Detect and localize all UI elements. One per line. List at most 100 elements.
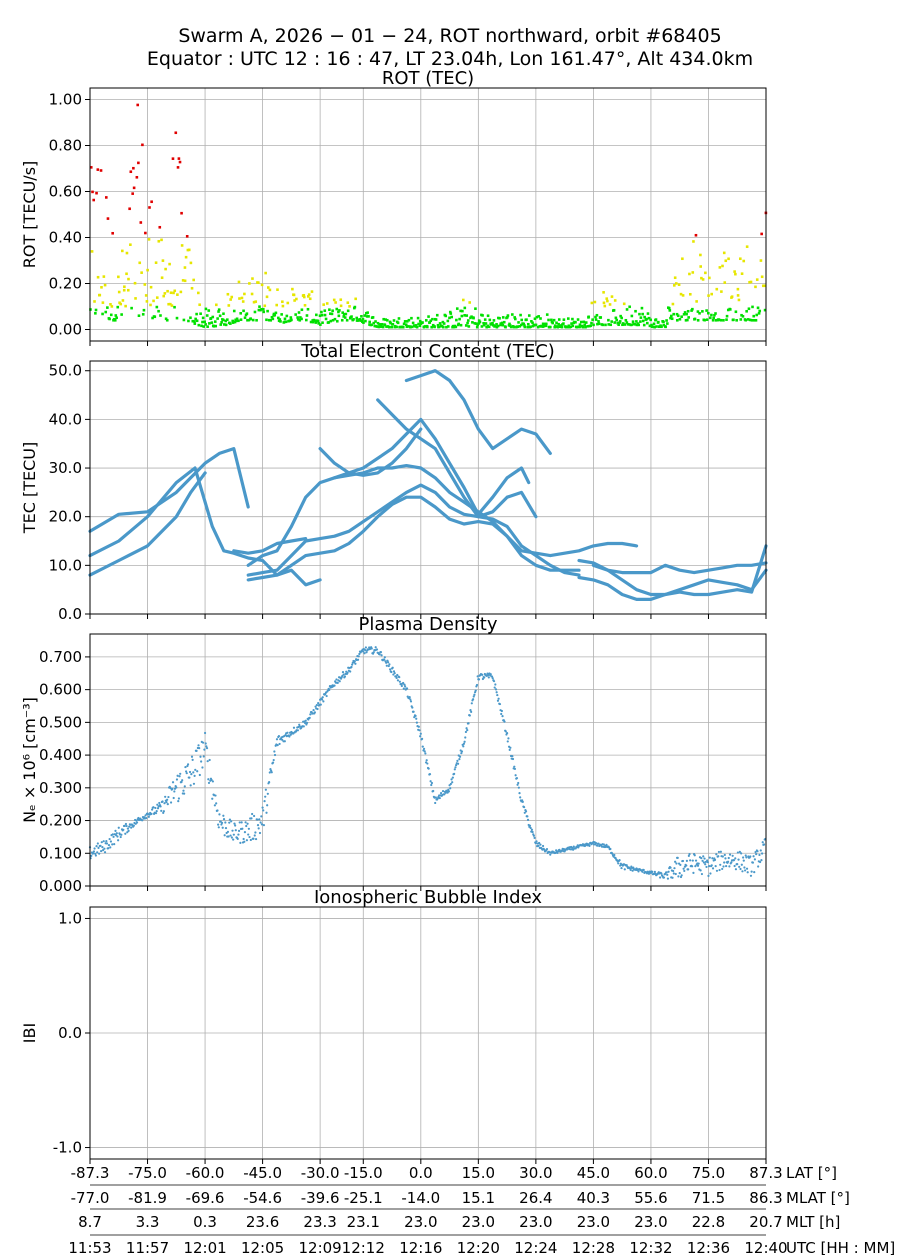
rot-point bbox=[221, 318, 225, 322]
rot-point bbox=[613, 321, 616, 324]
rot-point bbox=[448, 310, 452, 314]
rot-point bbox=[100, 286, 103, 289]
rot-point bbox=[396, 321, 400, 325]
density-point bbox=[429, 780, 432, 783]
rot-point bbox=[627, 323, 631, 326]
density-point bbox=[374, 646, 377, 649]
rot-point bbox=[727, 257, 730, 261]
rot-point bbox=[527, 314, 531, 317]
rot-point bbox=[593, 300, 597, 304]
rot-point bbox=[650, 323, 653, 327]
rot-point bbox=[231, 321, 235, 324]
rot-point bbox=[161, 259, 165, 262]
rot-point bbox=[701, 278, 705, 281]
rot-point bbox=[298, 318, 302, 322]
rot-point bbox=[578, 323, 582, 327]
density-point bbox=[742, 859, 745, 862]
density-point bbox=[156, 803, 159, 806]
rot-point bbox=[506, 314, 510, 317]
density-point bbox=[722, 865, 725, 868]
density-point bbox=[545, 847, 549, 851]
rot-point bbox=[482, 321, 485, 325]
rot-point bbox=[508, 322, 511, 326]
rot-point bbox=[232, 309, 236, 313]
rot-point bbox=[576, 318, 580, 321]
rot-point bbox=[202, 325, 205, 328]
rot-point bbox=[265, 318, 268, 322]
density-point bbox=[472, 698, 475, 701]
density-point bbox=[313, 711, 316, 714]
rot-point bbox=[346, 309, 350, 313]
density-point bbox=[521, 800, 524, 803]
density-point bbox=[422, 747, 426, 750]
rot-point bbox=[257, 308, 261, 312]
density-point bbox=[105, 842, 109, 845]
density-point bbox=[234, 829, 237, 832]
rot-point bbox=[660, 325, 663, 329]
rot-point bbox=[471, 321, 474, 324]
density-point bbox=[715, 869, 719, 872]
x-tick-label: 55.6 bbox=[634, 1189, 667, 1207]
rot-point bbox=[455, 307, 459, 310]
x-tick-label: 60.0 bbox=[634, 1164, 667, 1182]
rot-point bbox=[518, 325, 522, 328]
rot-point bbox=[540, 325, 543, 328]
rot-point bbox=[673, 284, 676, 287]
density-point bbox=[308, 716, 311, 719]
density-point bbox=[105, 840, 108, 843]
density-point bbox=[462, 742, 466, 745]
density-point bbox=[473, 693, 476, 696]
rot-point bbox=[493, 324, 497, 328]
rot-point bbox=[501, 323, 505, 327]
density-point bbox=[378, 653, 381, 656]
x-tick-label: 20.7 bbox=[749, 1213, 782, 1231]
density-point bbox=[234, 824, 237, 827]
rot-point bbox=[476, 323, 479, 327]
rot-point bbox=[158, 225, 162, 229]
density-point bbox=[523, 811, 526, 814]
rot-point bbox=[269, 318, 273, 322]
rot-point bbox=[418, 319, 422, 323]
rot-point bbox=[385, 318, 389, 322]
rot-point bbox=[116, 305, 120, 309]
rot-point bbox=[545, 313, 549, 316]
x-tick-label: 3.3 bbox=[136, 1213, 160, 1231]
density-point bbox=[302, 725, 305, 728]
density-point bbox=[723, 853, 726, 857]
rot-point bbox=[390, 325, 394, 329]
density-point bbox=[181, 779, 184, 782]
density-point bbox=[392, 673, 395, 676]
density-point bbox=[483, 676, 486, 679]
rot-point bbox=[474, 307, 477, 310]
rot-point bbox=[734, 272, 737, 276]
rot-point bbox=[462, 298, 465, 302]
density-point bbox=[178, 775, 181, 778]
density-point bbox=[94, 852, 97, 855]
rot-point bbox=[230, 295, 234, 299]
density-point bbox=[701, 859, 704, 862]
rot-point bbox=[224, 319, 228, 323]
rot-point bbox=[705, 318, 709, 321]
rot-point bbox=[392, 319, 396, 322]
x-tick-label: 12:20 bbox=[457, 1239, 500, 1257]
rot-point bbox=[247, 318, 251, 322]
rot-point bbox=[389, 321, 392, 325]
x-tick-label: 12:05 bbox=[241, 1239, 284, 1257]
rot-point bbox=[760, 275, 764, 279]
rot-point bbox=[705, 309, 708, 312]
density-point bbox=[439, 791, 443, 795]
rot-point bbox=[185, 235, 189, 238]
rot-point bbox=[248, 282, 251, 285]
rot-point bbox=[602, 291, 605, 294]
density-point bbox=[113, 843, 116, 846]
rot-point bbox=[438, 325, 441, 329]
rot-point bbox=[157, 309, 160, 313]
density-point bbox=[198, 747, 201, 750]
rot-point bbox=[423, 325, 427, 328]
rot-point bbox=[662, 320, 665, 324]
rot-point bbox=[483, 318, 487, 321]
density-point bbox=[572, 845, 575, 848]
density-point bbox=[130, 826, 133, 829]
rot-point bbox=[433, 325, 436, 329]
density-point bbox=[335, 678, 338, 681]
